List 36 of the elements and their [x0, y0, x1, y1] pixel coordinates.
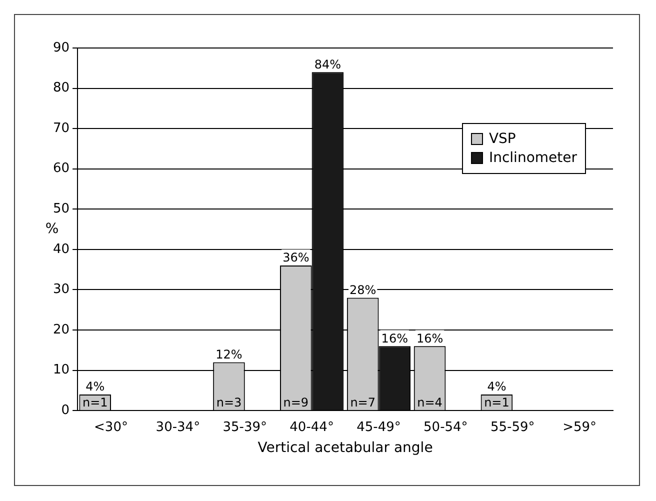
- data-label: 16%: [416, 331, 444, 346]
- data-label: 4%: [86, 380, 105, 394]
- annotation: n=1: [82, 396, 108, 410]
- data-label: 4%: [487, 380, 506, 394]
- y-tick-label: 40: [52, 242, 70, 257]
- x-tick-label: 50-54°: [424, 420, 468, 435]
- annotation: n=9: [283, 396, 309, 410]
- x-axis-title: Vertical acetabular angle: [258, 440, 433, 456]
- x-tick-label: >59°: [562, 420, 597, 435]
- legend-label: Inclinometer: [488, 150, 577, 166]
- y-tick-label: 0: [61, 402, 70, 418]
- annotation: n=7: [350, 396, 376, 410]
- legend-label: VSP: [488, 131, 516, 147]
- data-label: 12%: [216, 347, 242, 362]
- x-tick-label: 30-34°: [156, 420, 200, 435]
- data-label: 16%: [381, 331, 408, 346]
- x-tick-label: 55-59°: [490, 420, 535, 435]
- y-tick-label: 30: [52, 282, 70, 298]
- data-label: 28%: [350, 282, 376, 297]
- annotation: n=4: [417, 396, 442, 410]
- data-label: 84%: [314, 57, 342, 72]
- y-tick-label: 10: [52, 362, 70, 378]
- annotation: n=1: [484, 396, 510, 410]
- y-tick-label: 90: [52, 40, 70, 56]
- x-tick-label: 45-49°: [356, 420, 401, 435]
- x-tick-label: 35-39°: [222, 420, 268, 435]
- y-axis-title: %: [45, 220, 59, 237]
- x-tick-label: <30°: [94, 420, 128, 435]
- y-tick-label: 50: [52, 202, 70, 217]
- x-tick-label: 40-44°: [290, 420, 334, 435]
- y-tick-label: 70: [52, 120, 70, 136]
- data-label: 36%: [282, 250, 310, 265]
- y-tick-label: 20: [52, 322, 70, 338]
- y-tick-label: 60: [52, 161, 70, 176]
- y-tick-label: 80: [52, 80, 70, 96]
- annotation: n=3: [216, 396, 242, 410]
